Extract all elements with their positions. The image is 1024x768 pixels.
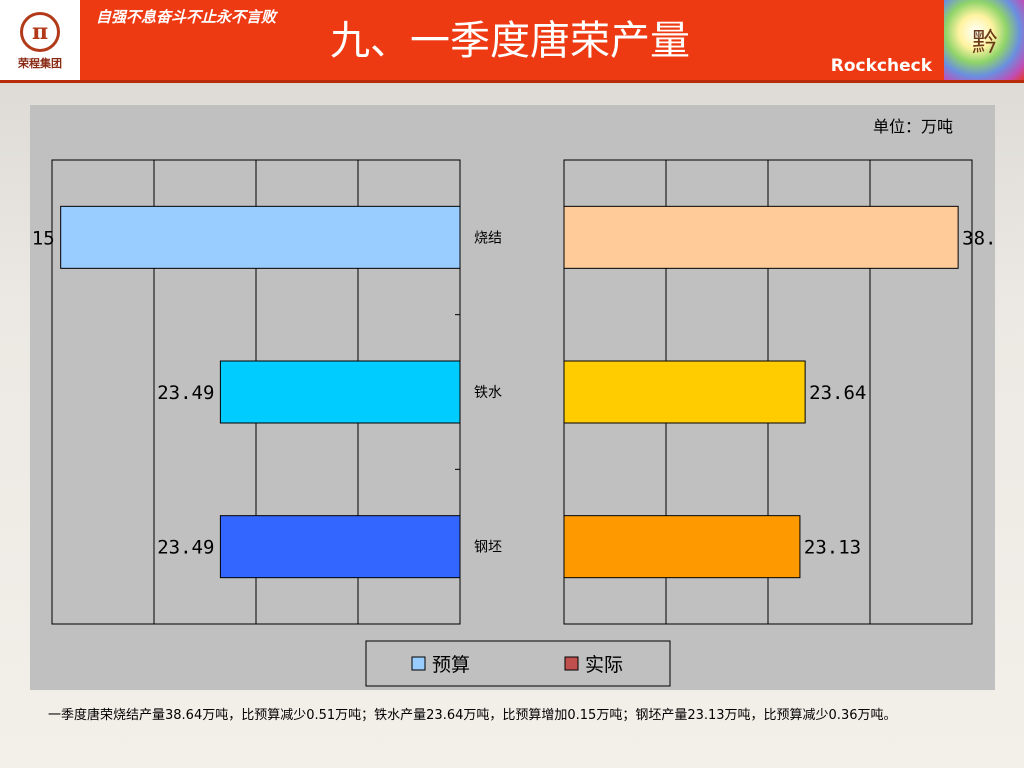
bar-actual-0 (563, 205, 959, 269)
legend-label-0: 预算 (432, 654, 470, 676)
bar-budget-2 (219, 515, 461, 579)
logo: π 荣程集团 (0, 0, 80, 80)
header-bar: π 荣程集团 自强不息奋斗不止永不言败 九、一季度唐荣产量 Rockcheck … (0, 0, 1024, 80)
data-label-actual-1: 23.64 (809, 382, 866, 404)
legend-swatch-1 (564, 656, 579, 671)
page-title: 九、一季度唐荣产量 (330, 18, 690, 64)
header-divider (0, 80, 1024, 83)
slogan: 自强不息奋斗不止永不言败 (96, 8, 277, 26)
data-label-budget-0: 39.15 (30, 227, 55, 249)
category-label-1: 铁水 (474, 385, 502, 401)
bar-budget-0 (60, 205, 461, 269)
brand-name: Rockcheck (830, 56, 932, 76)
bar-actual-1 (563, 360, 806, 424)
corner-emblem-icon: 黔 (972, 28, 999, 58)
data-label-actual-0: 38.64 (962, 227, 995, 249)
legend-label-1: 实际 (585, 654, 623, 676)
bar-actual-2 (563, 515, 801, 579)
logo-text: 荣程集团 (18, 57, 62, 70)
bar-budget-1 (219, 360, 461, 424)
legend-box (365, 640, 671, 687)
unit-label: 单位：万吨 (873, 117, 953, 136)
summary-note: 一季度唐荣烧结产量38.64万吨，比预算减少0.51万吨；铁水产量23.64万吨… (48, 708, 897, 723)
category-label-0: 烧结 (474, 230, 502, 246)
data-label-budget-1: 23.49 (157, 382, 214, 404)
data-label-budget-2: 23.49 (157, 537, 214, 559)
butterfly-bar-chart: 单位：万吨 39.15 38.64 烧结 23.49 23.64 铁水 23.49 23.13… (0, 117, 1019, 687)
category-label-2: 钢坯 (474, 540, 502, 556)
chart-panel: 单位：万吨 39.15 38.64 烧结 23.49 23.64 铁水 23.49 23.13… (0, 105, 1019, 690)
legend-swatch-0 (411, 656, 426, 671)
logo-mark-icon: π (20, 12, 60, 52)
data-label-actual-2: 23.13 (804, 537, 861, 559)
corner-emblem: 黔 (944, 0, 1024, 80)
